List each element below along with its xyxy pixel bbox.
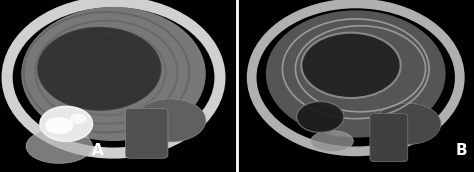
FancyBboxPatch shape [125,108,168,158]
Ellipse shape [374,103,441,144]
Ellipse shape [45,117,73,134]
Ellipse shape [301,33,401,98]
Ellipse shape [70,114,86,124]
Ellipse shape [297,101,344,132]
Ellipse shape [21,7,206,141]
Ellipse shape [38,28,161,110]
Ellipse shape [311,131,354,151]
Ellipse shape [135,99,206,142]
Ellipse shape [266,10,446,138]
FancyBboxPatch shape [370,114,408,162]
Text: A: A [92,143,104,158]
Ellipse shape [26,129,92,163]
Text: B: B [456,143,467,158]
Ellipse shape [40,107,92,141]
